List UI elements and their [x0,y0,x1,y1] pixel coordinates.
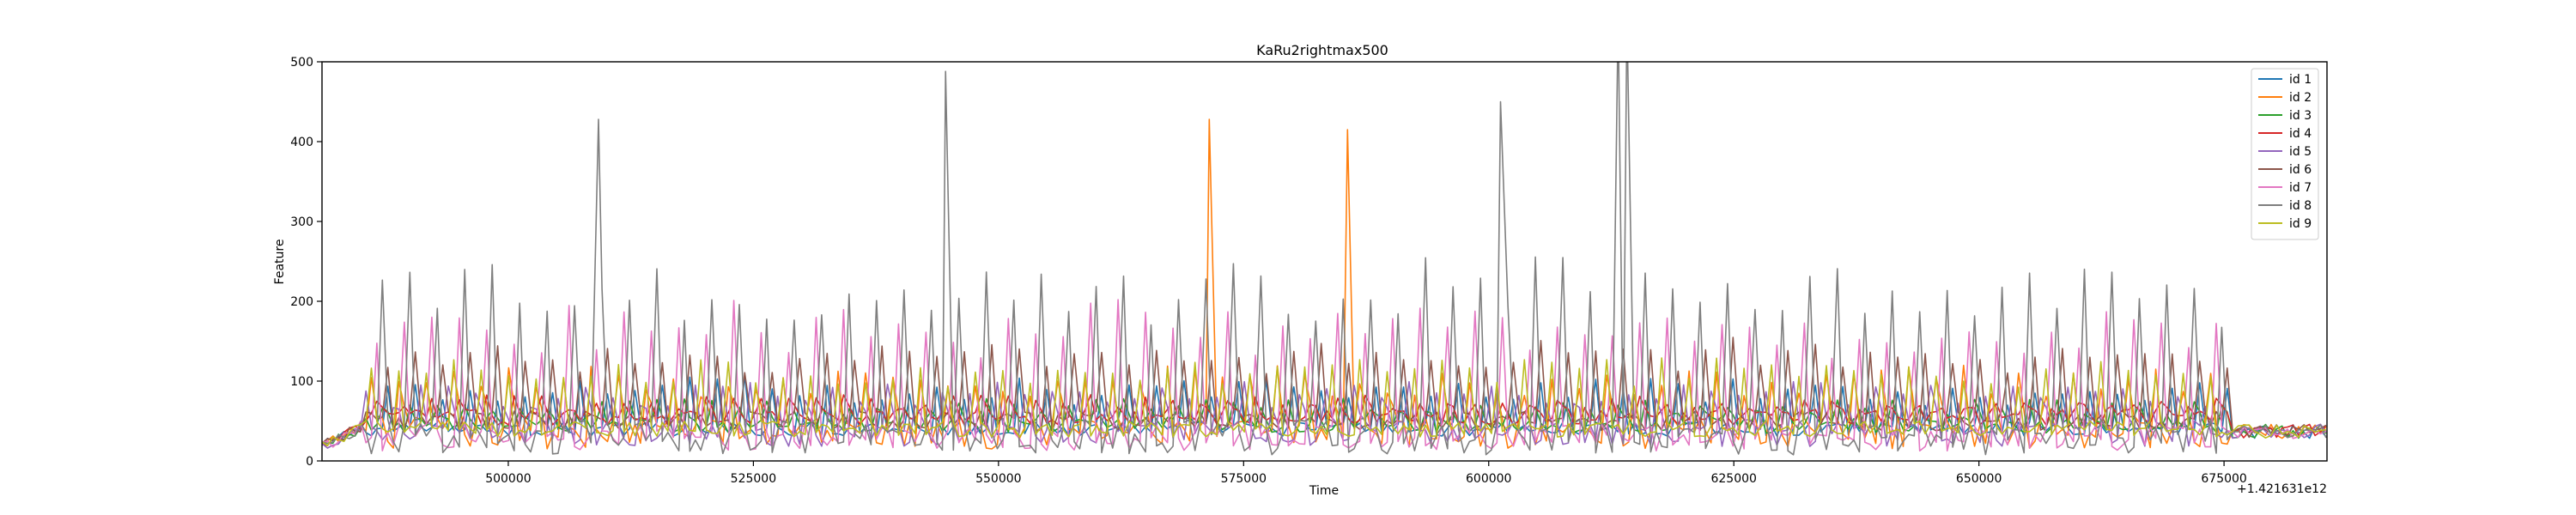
legend-label: id 8 [2289,199,2312,213]
x-axis: 500000 525000 550000 575000 600000 625000 6500… [485,461,2247,486]
x-tick-label: 525000 [731,472,776,486]
y-tick-label: 0 [306,455,313,469]
legend-label: id 5 [2289,145,2312,159]
plot-frame [321,61,2328,462]
legend-label: id 9 [2289,217,2312,231]
legend-box [2251,68,2319,240]
series-line-id-9 [322,357,2326,447]
y-tick-label: 300 [290,215,313,229]
legend-label: id 6 [2289,163,2312,177]
x-tick-label: 500000 [485,472,531,486]
legend-label: id 2 [2289,91,2312,105]
y-tick-label: 400 [290,136,313,149]
x-axis-label: Time [1309,484,1339,498]
legend: id 1 id 2 id 3 id 4 id 5 id 6 id 7 id 8 id 9 [2251,68,2319,240]
y-tick-label: 100 [290,375,313,389]
y-tick-label: 500 [290,56,313,70]
y-axis: 0 100 200 300 400 500 [290,56,322,469]
x-tick-label: 600000 [1466,472,1511,486]
x-tick-label: 675000 [2201,472,2246,486]
x-tick-label: 650000 [1956,472,2002,486]
legend-label: id 3 [2289,109,2312,123]
x-tick-label: 550000 [975,472,1021,486]
legend-label: id 4 [2289,127,2312,141]
series-layer [322,62,2327,456]
series-line-id-8 [322,62,2327,456]
legend-label: id 7 [2289,181,2312,195]
y-axis-label: Feature [273,239,287,285]
x-tick-label: 625000 [1710,472,1756,486]
x-tick-label: 575000 [1221,472,1267,486]
y-tick-label: 200 [290,295,313,309]
x-offset-label: +1.421631e12 [2237,482,2327,496]
chart-title: KaRu2rightmax500 [1256,42,1388,58]
legend-label: id 1 [2289,73,2312,87]
